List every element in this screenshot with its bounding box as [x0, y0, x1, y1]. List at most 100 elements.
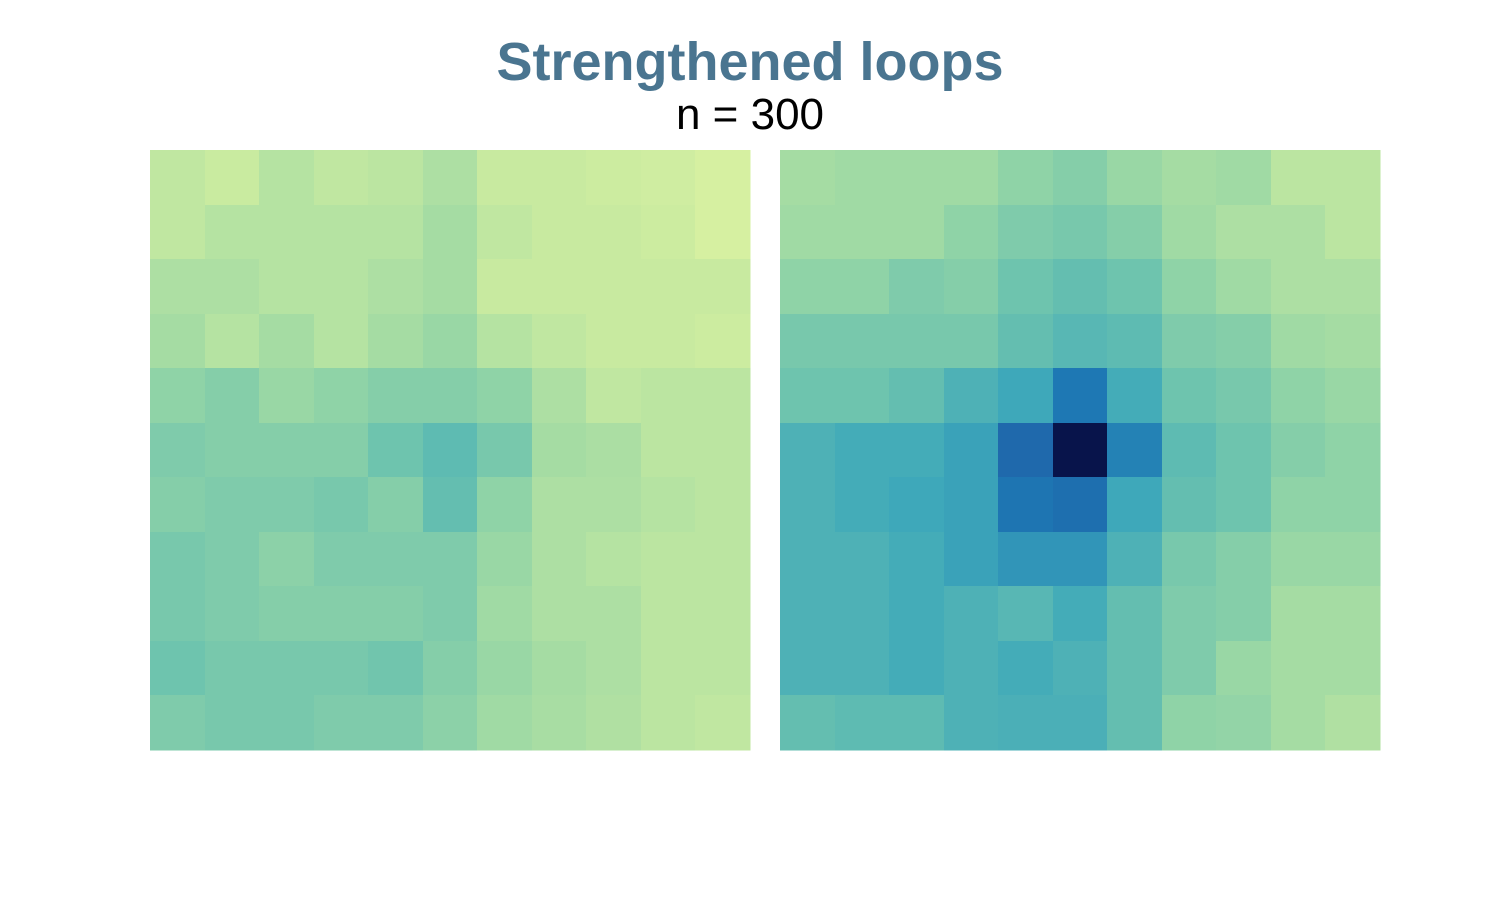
heatmap-1-cell-1-3 — [944, 205, 999, 260]
heatmap-1-cell-9-9 — [1271, 641, 1326, 696]
heatmap-0-cell-10-9 — [641, 695, 696, 751]
heatmap-1-cell-0-5 — [1053, 150, 1108, 206]
heatmap-0-cell-7-8 — [586, 532, 642, 587]
heatmap-1-cell-5-3 — [944, 423, 999, 478]
heatmap-1-cell-1-2 — [889, 205, 945, 260]
heatmap-0-cell-4-9 — [641, 368, 696, 424]
heatmap-1-cell-7-9 — [1271, 532, 1326, 587]
heatmap-0-cell-6-4 — [368, 477, 424, 533]
heatmap-right — [780, 150, 1381, 751]
heatmap-1-cell-2-8 — [1216, 259, 1272, 315]
heatmap-0-cell-5-7 — [532, 423, 587, 478]
heatmap-1-cell-5-7 — [1162, 423, 1217, 478]
heatmap-0-cell-7-10 — [695, 532, 751, 587]
heatmap-1-cell-7-5 — [1053, 532, 1108, 587]
heatmap-0-cell-0-6 — [477, 150, 533, 206]
heatmap-1-cell-8-1 — [835, 586, 890, 642]
heatmap-1-cell-7-3 — [944, 532, 999, 587]
heatmap-0-cell-9-5 — [423, 641, 478, 696]
heatmap-1-cell-10-0 — [780, 695, 836, 751]
heatmap-0-cell-6-2 — [259, 477, 315, 533]
heatmap-1-cell-3-2 — [889, 314, 945, 369]
heatmap-0-cell-5-0 — [150, 423, 206, 478]
heatmap-1-cell-5-2 — [889, 423, 945, 478]
heatmap-0-cell-3-4 — [368, 314, 424, 369]
heatmap-0-cell-6-5 — [423, 477, 478, 533]
heatmap-1-cell-6-5 — [1053, 477, 1108, 533]
heatmap-0-cell-3-9 — [641, 314, 696, 369]
heatmap-0-cell-9-4 — [368, 641, 424, 696]
heatmap-1-cell-7-7 — [1162, 532, 1217, 587]
heatmap-1-cell-10-6 — [1107, 695, 1163, 751]
heatmap-0-cell-4-8 — [586, 368, 642, 424]
heatmap-0-cell-2-10 — [695, 259, 751, 315]
heatmap-0-cell-5-6 — [477, 423, 533, 478]
heatmap-1-cell-2-10 — [1325, 259, 1381, 315]
heatmap-0-cell-2-6 — [477, 259, 533, 315]
heatmap-1-cell-8-7 — [1162, 586, 1217, 642]
heatmap-0-cell-1-6 — [477, 205, 533, 260]
heatmap-0-cell-7-9 — [641, 532, 696, 587]
heatmap-1-cell-9-1 — [835, 641, 890, 696]
heatmap-1-cell-10-9 — [1271, 695, 1326, 751]
heatmap-1-cell-8-8 — [1216, 586, 1272, 642]
heatmap-0-cell-7-3 — [314, 532, 369, 587]
heatmap-1-cell-4-0 — [780, 368, 836, 424]
heatmap-1-cell-7-2 — [889, 532, 945, 587]
heatmap-0-cell-7-1 — [205, 532, 260, 587]
heatmap-0-cell-8-1 — [205, 586, 260, 642]
heatmap-1-cell-8-6 — [1107, 586, 1163, 642]
heatmap-0-cell-0-3 — [314, 150, 369, 206]
heatmap-0-cell-10-1 — [205, 695, 260, 751]
heatmap-1-cell-8-2 — [889, 586, 945, 642]
heatmap-0-cell-9-0 — [150, 641, 206, 696]
heatmap-1-cell-6-6 — [1107, 477, 1163, 533]
heatmap-1-cell-10-5 — [1053, 695, 1108, 751]
heatmap-1-cell-4-6 — [1107, 368, 1163, 424]
heatmap-1-cell-9-0 — [780, 641, 836, 696]
heatmap-1-cell-4-4 — [998, 368, 1054, 424]
heatmap-0-cell-5-10 — [695, 423, 751, 478]
heatmap-0-cell-4-1 — [205, 368, 260, 424]
heatmap-0-cell-3-2 — [259, 314, 315, 369]
heatmap-1-cell-6-2 — [889, 477, 945, 533]
heatmap-0-cell-3-8 — [586, 314, 642, 369]
heatmap-1-cell-3-8 — [1216, 314, 1272, 369]
heatmap-1-cell-6-0 — [780, 477, 836, 533]
heatmap-0-cell-4-7 — [532, 368, 587, 424]
heatmap-0-cell-3-0 — [150, 314, 206, 369]
heatmap-1-cell-9-2 — [889, 641, 945, 696]
heatmap-0-cell-10-4 — [368, 695, 424, 751]
heatmap-1-cell-10-3 — [944, 695, 999, 751]
heatmap-0-cell-2-2 — [259, 259, 315, 315]
heatmap-1-cell-2-9 — [1271, 259, 1326, 315]
heatmap-1-cell-2-2 — [889, 259, 945, 315]
heatmap-0-cell-1-0 — [150, 205, 206, 260]
heatmap-1-cell-2-7 — [1162, 259, 1217, 315]
heatmap-1-cell-4-10 — [1325, 368, 1381, 424]
heatmap-0-cell-3-7 — [532, 314, 587, 369]
heatmap-1-cell-4-8 — [1216, 368, 1272, 424]
heatmap-1-cell-3-1 — [835, 314, 890, 369]
heatmap-0-cell-5-1 — [205, 423, 260, 478]
heatmap-1-cell-8-10 — [1325, 586, 1381, 642]
heatmap-0-cell-4-5 — [423, 368, 478, 424]
heatmap-1-cell-2-6 — [1107, 259, 1163, 315]
chart-title: Strengthened loops — [496, 32, 1004, 92]
heatmap-0-cell-1-8 — [586, 205, 642, 260]
heatmap-0-cell-5-2 — [259, 423, 315, 478]
heatmap-1-cell-5-6 — [1107, 423, 1163, 478]
heatmap-0-cell-10-0 — [150, 695, 206, 751]
heatmap-1-cell-0-7 — [1162, 150, 1217, 206]
heatmap-0-cell-7-0 — [150, 532, 206, 587]
heatmap-1-cell-1-0 — [780, 205, 836, 260]
heatmap-1-cell-8-9 — [1271, 586, 1326, 642]
heatmap-1-cell-0-1 — [835, 150, 890, 206]
heatmap-1-cell-3-9 — [1271, 314, 1326, 369]
heatmap-0-cell-7-2 — [259, 532, 315, 587]
heatmap-1-cell-0-3 — [944, 150, 999, 206]
heatmap-1-cell-6-1 — [835, 477, 890, 533]
heatmap-0-cell-0-8 — [586, 150, 642, 206]
heatmap-0-cell-4-0 — [150, 368, 206, 424]
heatmap-0-cell-2-4 — [368, 259, 424, 315]
